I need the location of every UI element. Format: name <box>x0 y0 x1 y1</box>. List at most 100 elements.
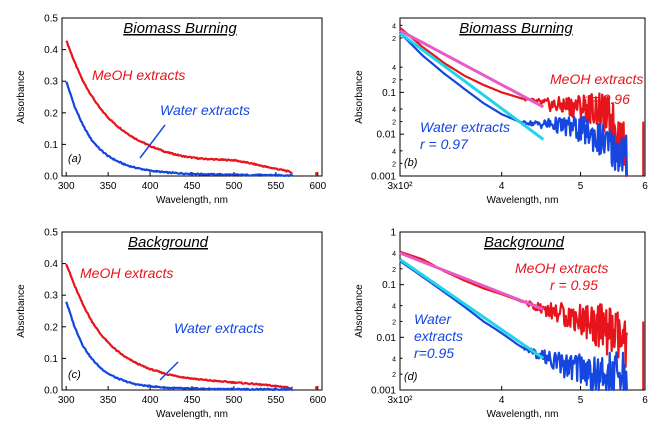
y-tick-label: 0.1 <box>44 354 58 365</box>
x-tick-label: 3x10² <box>387 395 413 406</box>
y-tick-label: 0.1 <box>44 140 58 151</box>
y-minor-tick-label: 4 <box>392 304 396 311</box>
panel-title: Biomass Burning <box>123 20 237 37</box>
y-minor-tick-label: 2 <box>392 78 396 85</box>
series-label: r = 0.97 <box>420 136 469 152</box>
x-tick-label: 600 <box>309 181 326 192</box>
x-tick-label: 6 <box>642 181 648 192</box>
series-label: Water extracts <box>174 320 264 336</box>
series-label: r=0.95 <box>414 345 454 361</box>
y-tick-label: 0.5 <box>44 228 58 239</box>
y-minor-tick-label: 4 <box>392 65 396 72</box>
panel-title: Biomass Burning <box>459 20 573 37</box>
x-axis-title: Wavelength, nm <box>156 409 228 420</box>
x-tick-label: 550 <box>268 181 285 192</box>
x-tick-label: 3x10² <box>387 181 413 192</box>
x-tick-label: 600 <box>309 395 326 406</box>
series-line-meoh-fit <box>399 29 545 109</box>
x-tick-label: 4 <box>499 395 505 406</box>
series-line-meoh-fit <box>399 251 544 311</box>
series-line-water-extracts <box>65 301 293 392</box>
series-label: extracts <box>414 328 463 344</box>
y-tick-label: 0.2 <box>44 322 58 333</box>
x-tick-label: 500 <box>226 395 243 406</box>
x-axis-title: Wavelength, nm <box>487 195 559 206</box>
x-tick-label: 300 <box>58 181 75 192</box>
chart-panel-a: 300 350 400 450 500 550 600 0.0 0.1 0.2 0.3 0.4 0.5 W… <box>16 14 327 207</box>
x-tick-label: 350 <box>100 395 117 406</box>
x-tick-label: 300 <box>58 395 75 406</box>
x-tick-label: 400 <box>142 395 159 406</box>
series-label: MeOH extracts <box>550 71 643 87</box>
x-tick-label: 4 <box>499 181 505 192</box>
x-tick-label: 550 <box>268 395 285 406</box>
y-minor-tick-label: 2 <box>392 319 396 326</box>
y-tick-label: 0.001 <box>371 386 396 397</box>
y-axis-title: Absorbance <box>16 284 27 338</box>
series-line-water-extracts <box>399 32 628 177</box>
chart-panel-d: 3x10² 4 5 6 0.001 0.01 0.1 1 2 2 2 4 4 4 Wavelength, n… <box>354 228 648 421</box>
series-label: MeOH extracts <box>92 67 185 83</box>
y-axis-title: Absorbance <box>16 70 27 124</box>
y-minor-tick-label: 2 <box>392 120 396 127</box>
series-label: MeOH extracts <box>80 265 173 281</box>
chart-panel-b: 3x10² 4 5 6 0.001 0.01 0.1 2 2 2 2 4 4 4 4 Wavelength, … <box>354 17 648 206</box>
y-tick-label: 0.0 <box>44 386 58 397</box>
y-tick-label: 1 <box>390 228 396 239</box>
panel-label: (a) <box>68 153 82 165</box>
series-label: Water <box>414 311 452 327</box>
y-minor-tick-label: 2 <box>392 267 396 274</box>
y-tick-label: 0.3 <box>44 291 58 302</box>
y-tick-label: 0.0 <box>44 172 58 183</box>
y-minor-tick-label: 2 <box>392 372 396 379</box>
x-tick-label: 6 <box>642 395 648 406</box>
y-tick-label: 0.3 <box>44 77 58 88</box>
plot-frame <box>399 17 646 177</box>
plot-frame <box>61 231 323 391</box>
series-label: Water extracts <box>420 119 510 135</box>
series-label: MeOH extracts <box>515 260 608 276</box>
x-tick-label: 450 <box>184 181 201 192</box>
label-leader <box>159 361 179 381</box>
panel-title: Background <box>484 234 565 251</box>
x-tick-label: 5 <box>578 395 584 406</box>
plot-frame <box>399 231 646 391</box>
y-tick-label: 0.01 <box>377 333 397 344</box>
series-label: Water extracts <box>160 102 250 118</box>
series-line-meoh-extracts <box>65 263 293 390</box>
y-tick-label: 0.5 <box>44 14 58 25</box>
panel-label: (b) <box>404 157 418 169</box>
series-line-water-extracts <box>65 81 294 178</box>
y-tick-label: 0.01 <box>377 130 397 141</box>
plot-frame <box>61 17 323 177</box>
panel-label: (c) <box>68 369 81 381</box>
series-line-meoh-extracts <box>65 40 293 174</box>
y-minor-tick-label: 4 <box>392 356 396 363</box>
series-line-water-fit <box>399 258 545 360</box>
y-tick-label: 0.4 <box>44 259 58 270</box>
x-axis-title: Wavelength, nm <box>156 195 228 206</box>
y-axis-title: Absorbance <box>354 70 365 124</box>
y-tick-label: 0.001 <box>371 172 396 183</box>
series-label: r = 0.95 <box>550 277 598 293</box>
panel-label: (d) <box>404 371 418 383</box>
x-tick-label: 400 <box>142 181 159 192</box>
x-tick-label: 500 <box>226 181 243 192</box>
y-minor-tick-label: 4 <box>392 107 396 114</box>
y-tick-label: 0.2 <box>44 108 58 119</box>
y-tick-label: 0.1 <box>382 88 396 99</box>
x-tick-label: 350 <box>100 181 117 192</box>
panel-title: Background <box>128 234 209 251</box>
y-minor-tick-label: 2 <box>392 36 396 43</box>
series-label: r = 0.96 <box>582 91 630 107</box>
y-tick-label: 0.4 <box>44 45 58 56</box>
y-axis-title: Absorbance <box>354 284 365 338</box>
chart-panel-c: 300 350 400 450 500 550 600 0.0 0.1 0.2 0.3 0.4 0.5 W… <box>16 228 327 421</box>
y-minor-tick-label: 4 <box>392 149 396 156</box>
y-minor-tick-label: 4 <box>392 23 396 30</box>
series-line-water-fit <box>399 31 545 141</box>
x-tick-label: 450 <box>184 395 201 406</box>
y-minor-tick-label: 4 <box>392 251 396 258</box>
label-leader <box>139 124 166 159</box>
